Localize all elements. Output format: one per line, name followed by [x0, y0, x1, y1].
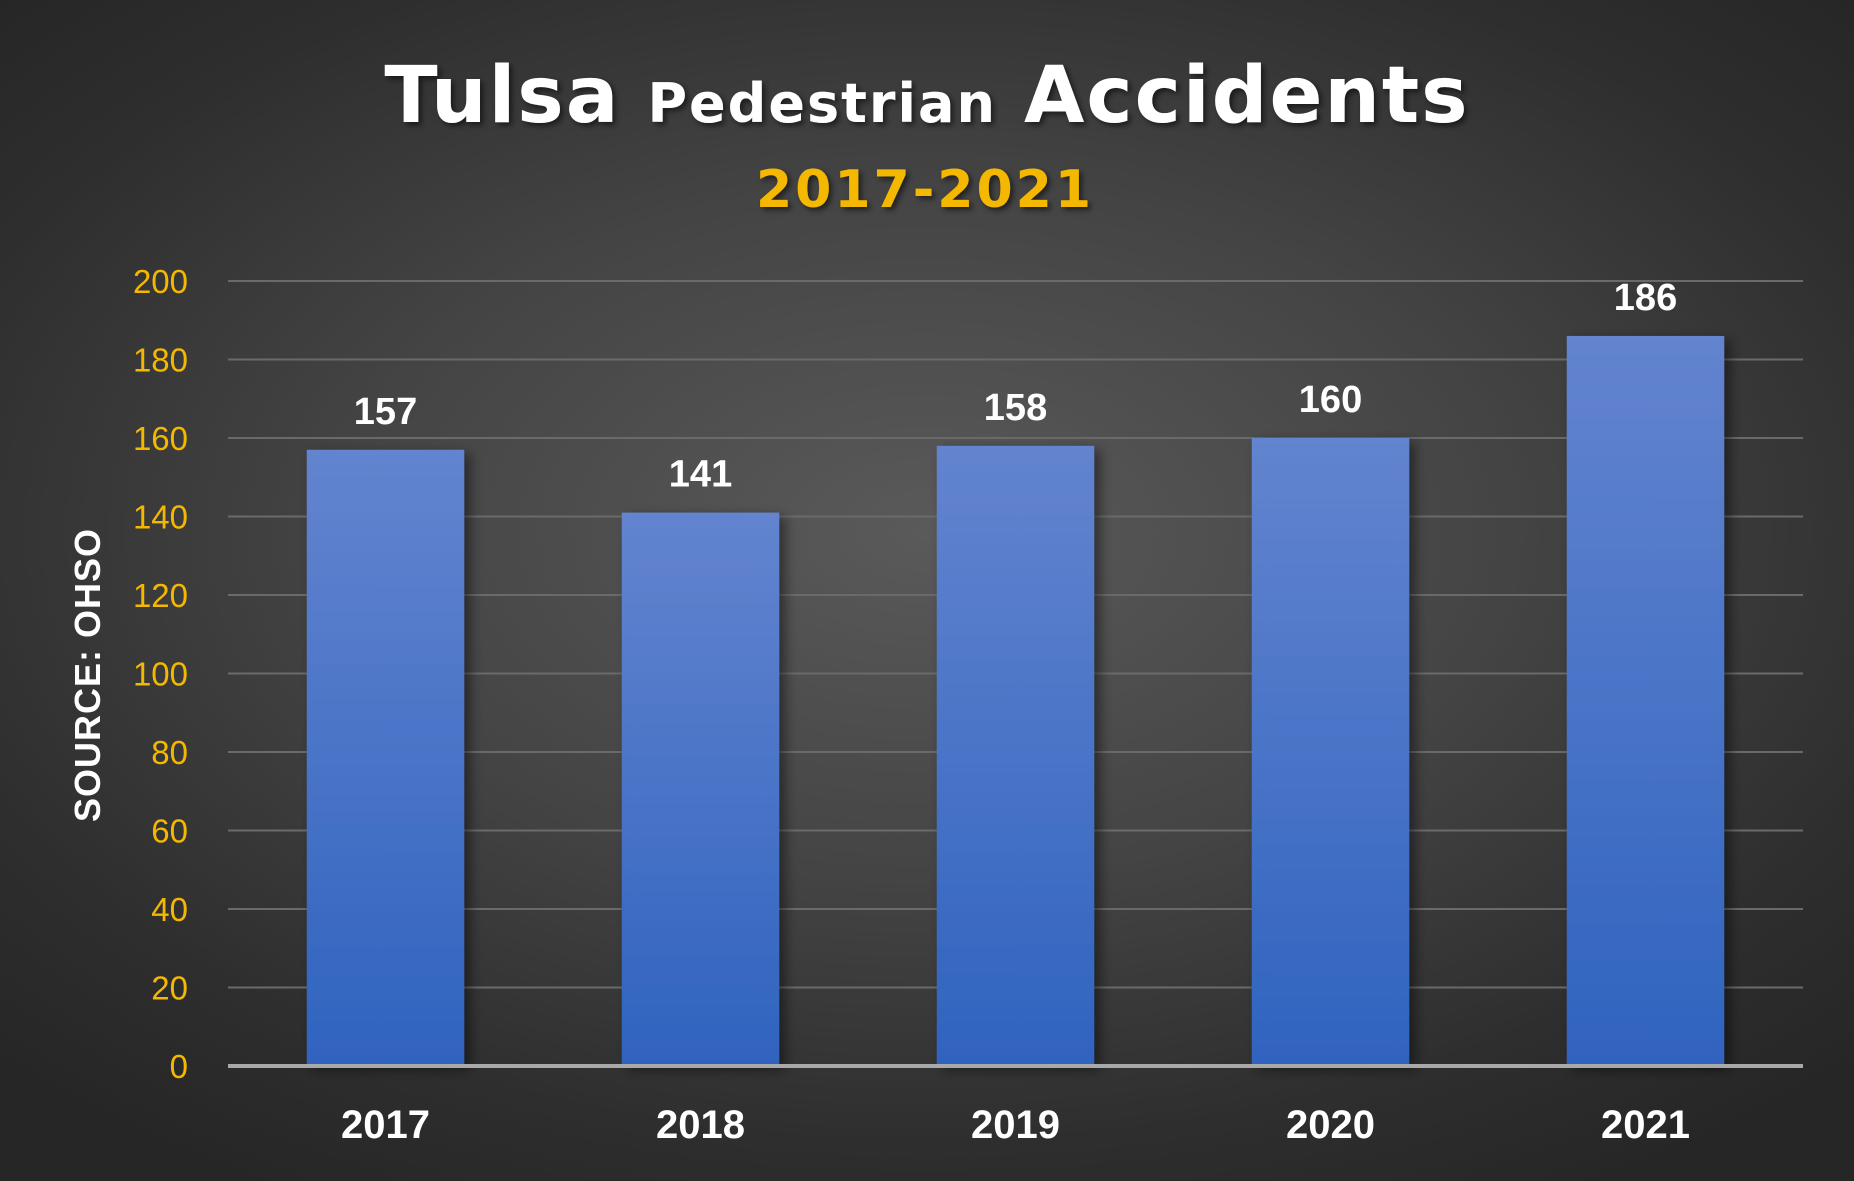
bars — [306, 335, 1725, 1067]
chart-title-part-1: Tulsa — [384, 51, 620, 141]
x-axis-ticks: 2017 2018 2019 2020 2021 — [341, 1103, 1690, 1147]
x-tick-label-2020: 2020 — [1286, 1103, 1375, 1147]
chart-title: Tulsa Pedestrian Accidents — [384, 51, 1469, 141]
y-tick-label: 200 — [133, 263, 188, 300]
bar-2017 — [306, 449, 465, 1066]
y-axis-ticks: 0 20 40 60 80 100 120 140 160 180 200 — [133, 263, 188, 1085]
data-label-2017: 157 — [354, 391, 417, 433]
chart-title-part-3: Accidents — [1024, 51, 1470, 141]
y-tick-label: 0 — [170, 1048, 188, 1085]
chart-subtitle: 2017-2021 — [756, 160, 1094, 220]
x-tick-label-2017: 2017 — [341, 1103, 430, 1147]
data-label-2019: 158 — [984, 387, 1047, 429]
bar-2020 — [1251, 438, 1410, 1066]
chart-title-part-2: Pedestrian — [647, 72, 996, 135]
data-label-2021: 186 — [1614, 277, 1677, 319]
bar-2019 — [936, 445, 1095, 1067]
data-labels: 157 141 158 160 186 — [354, 277, 1677, 496]
y-tick-label: 60 — [151, 813, 188, 850]
y-tick-label: 180 — [133, 342, 188, 379]
y-tick-label: 140 — [133, 499, 188, 536]
x-tick-label-2021: 2021 — [1601, 1103, 1690, 1147]
y-tick-label: 160 — [133, 420, 188, 457]
y-tick-label: 120 — [133, 577, 188, 614]
bar-2018 — [621, 512, 780, 1066]
y-axis-label: SOURCE: OHSO — [67, 528, 108, 822]
data-label-2020: 160 — [1299, 379, 1362, 421]
y-tick-label: 20 — [151, 970, 188, 1007]
x-tick-label-2018: 2018 — [656, 1103, 745, 1147]
y-tick-label: 40 — [151, 891, 188, 928]
y-tick-label: 100 — [133, 656, 188, 693]
bar-2021 — [1566, 335, 1725, 1066]
y-tick-label: 80 — [151, 734, 188, 771]
data-label-2018: 141 — [669, 454, 732, 496]
x-tick-label-2019: 2019 — [971, 1103, 1060, 1147]
